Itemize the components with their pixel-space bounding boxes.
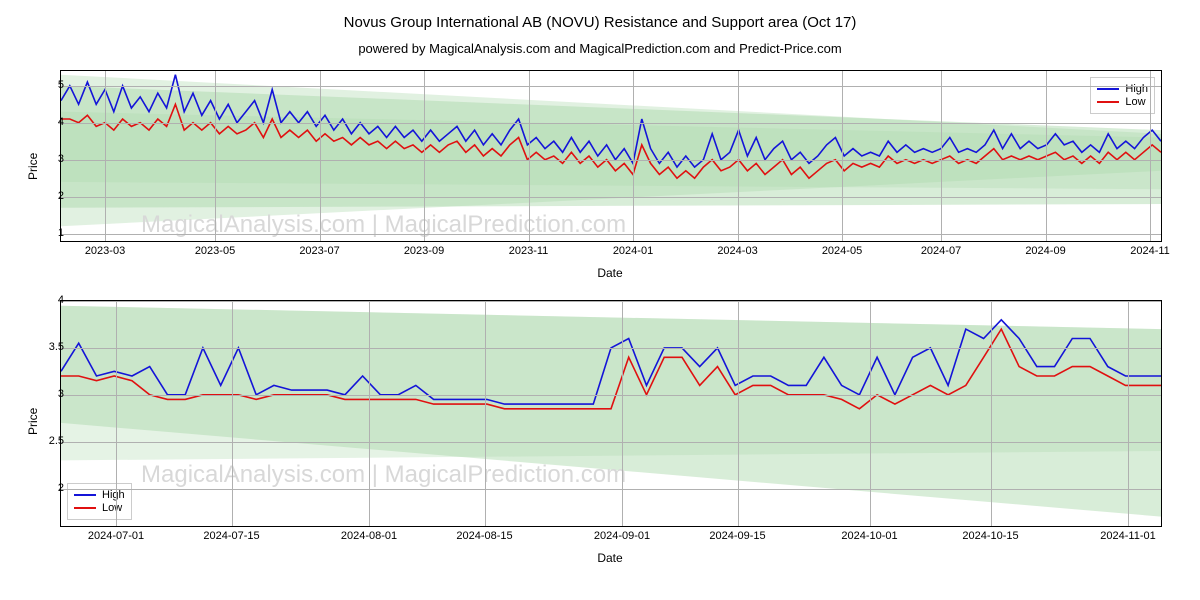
y-tick: 1 xyxy=(34,227,64,239)
x-tick: 2024-10-15 xyxy=(962,526,1018,542)
x-tick: 2023-11 xyxy=(509,241,549,257)
y-tick: 3 xyxy=(34,153,64,165)
x-tick: 2024-07 xyxy=(921,241,961,257)
y-tick: 2.5 xyxy=(34,435,64,447)
y-tick: 4 xyxy=(34,294,64,306)
y-tick: 3 xyxy=(34,388,64,400)
x-tick: 2023-09 xyxy=(404,241,444,257)
x-tick: 2024-08-01 xyxy=(341,526,397,542)
legend-item-low: Low xyxy=(74,502,125,514)
x-tick: 2024-09-15 xyxy=(709,526,765,542)
x-tick: 2024-11-01 xyxy=(1100,526,1155,542)
support-resistance-band xyxy=(61,306,1161,461)
legend-item-low: Low xyxy=(1097,96,1148,108)
legend-swatch-high xyxy=(1097,88,1119,90)
chart-bottom-wrap: Price MagicalAnalysis.com | MagicalPredi… xyxy=(60,300,1170,560)
legend-swatch-low xyxy=(74,507,96,509)
x-tick: 2024-01 xyxy=(613,241,653,257)
x-tick: 2023-05 xyxy=(195,241,235,257)
y-tick: 5 xyxy=(34,79,64,91)
legend-swatch-high xyxy=(74,494,96,496)
chart-bottom-plot: MagicalAnalysis.com | MagicalPrediction.… xyxy=(60,300,1162,527)
y-tick: 4 xyxy=(34,116,64,128)
legend-swatch-low xyxy=(1097,101,1119,103)
y-tick: 3.5 xyxy=(34,341,64,353)
x-tick: 2024-07-15 xyxy=(203,526,259,542)
x-tick: 2024-07-01 xyxy=(88,526,144,542)
x-tick: 2023-03 xyxy=(85,241,125,257)
legend-label-low: Low xyxy=(102,502,122,514)
chart-top-wrap: Price MagicalAnalysis.com | MagicalPredi… xyxy=(60,70,1170,270)
legend-label-low: Low xyxy=(1125,96,1145,108)
figure-title: Novus Group International AB (NOVU) Resi… xyxy=(0,0,1200,31)
x-tick: 2024-09 xyxy=(1025,241,1065,257)
x-tick: 2023-07 xyxy=(299,241,339,257)
chart-svg xyxy=(61,301,1161,526)
x-tick: 2024-08-15 xyxy=(456,526,512,542)
y-axis-label: Price xyxy=(26,408,40,435)
figure-container: Novus Group International AB (NOVU) Resi… xyxy=(0,0,1200,600)
x-tick: 2024-03 xyxy=(717,241,757,257)
legend-label-high: High xyxy=(102,489,125,501)
x-tick: 2024-05 xyxy=(822,241,862,257)
y-tick: 2 xyxy=(34,482,64,494)
x-tick: 2024-09-01 xyxy=(594,526,650,542)
chart-top-plot: MagicalAnalysis.com | MagicalPrediction.… xyxy=(60,70,1162,242)
x-tick: 2024-11 xyxy=(1130,241,1170,257)
x-tick: 2024-10-01 xyxy=(841,526,897,542)
y-tick: 2 xyxy=(34,190,64,202)
figure-subtitle: powered by MagicalAnalysis.com and Magic… xyxy=(0,31,1200,56)
legend-item-high: High xyxy=(74,489,125,501)
legend-top: High Low xyxy=(1090,77,1155,114)
chart-svg xyxy=(61,71,1161,241)
